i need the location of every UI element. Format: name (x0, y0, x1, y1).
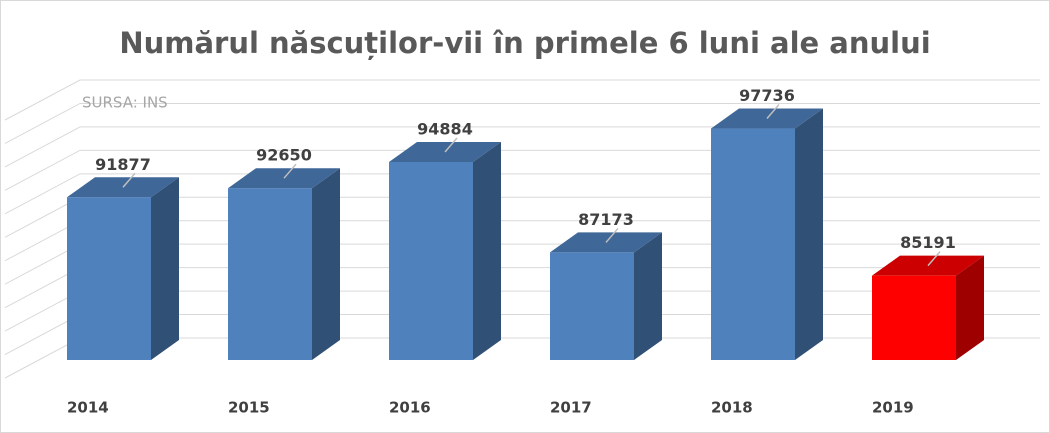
bar (228, 188, 312, 360)
bar (67, 197, 151, 360)
x-tick-label: 2016 (389, 399, 431, 417)
data-label: 85191 (900, 233, 956, 252)
data-label: 94884 (417, 119, 473, 138)
bar-side (473, 141, 501, 360)
x-tick-label: 2017 (550, 399, 592, 417)
leader-line (766, 104, 780, 120)
x-tick-label: 2014 (67, 399, 109, 417)
data-label: 91877 (95, 155, 151, 174)
leader-line (122, 172, 136, 188)
x-tick-label: 2015 (228, 399, 270, 417)
leader-line (444, 137, 458, 153)
leader-line (605, 227, 619, 243)
grid-line (4, 79, 1040, 121)
bar-side (956, 255, 984, 360)
data-label: 92650 (256, 146, 312, 165)
source-note: SURSA: INS (82, 94, 168, 112)
bar (389, 161, 473, 360)
leader-line (283, 163, 297, 179)
bar (711, 128, 795, 360)
data-label: 87173 (578, 210, 634, 229)
chart-title: Numărul născuților-vii în primele 6 luni… (119, 26, 930, 60)
leader-line (927, 251, 941, 267)
bar-side (795, 108, 823, 361)
bar-side (151, 177, 179, 360)
data-label: 97736 (739, 86, 795, 105)
bar (550, 252, 634, 360)
bar-top (711, 108, 823, 129)
x-tick-label: 2018 (711, 399, 753, 417)
bar-side (312, 168, 340, 360)
bar-side (634, 232, 662, 360)
bar (872, 275, 956, 360)
grid-line (4, 102, 1040, 144)
x-tick-label: 2019 (872, 399, 914, 417)
